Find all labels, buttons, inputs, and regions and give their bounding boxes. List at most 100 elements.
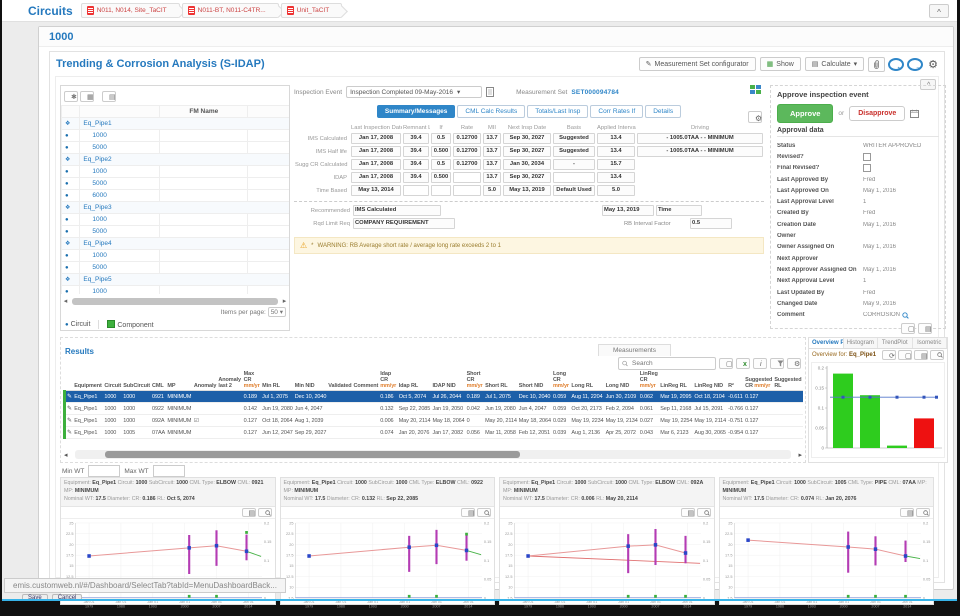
- chart-legend-button[interactable]: ▤: [900, 508, 914, 517]
- chart-legend-button[interactable]: ▤: [681, 508, 695, 517]
- chart-legend-button[interactable]: ▤: [242, 508, 256, 517]
- breadcrumb-tab-0[interactable]: N011, N014, Site_TaCIT: [81, 3, 180, 18]
- results-col-header[interactable]: LinReg RL: [659, 370, 693, 391]
- tree-circuit-number[interactable]: 5000: [80, 226, 160, 238]
- measurement-set-configurator-button[interactable]: ✎ Measurement Set configurator: [639, 57, 756, 71]
- tree-row[interactable]: ●5000: [62, 178, 290, 190]
- tree-circuit-number[interactable]: 1000: [80, 250, 160, 262]
- next-button[interactable]: →: [907, 58, 923, 71]
- results-row[interactable]: ✎Eq_Pipe1100010000921MINIMUM0.189Jul 1, …: [65, 391, 804, 403]
- tree-circuit-number[interactable]: 5000: [80, 262, 160, 274]
- tree-h-scrollbar[interactable]: ◂ ▸: [61, 296, 289, 306]
- chart-zoom-button[interactable]: [916, 508, 930, 517]
- scroll-left-icon[interactable]: ◂: [61, 297, 70, 305]
- chart-legend-button[interactable]: ▤: [461, 508, 475, 517]
- measurement-app-icon[interactable]: [750, 85, 762, 97]
- inspection-event-select[interactable]: Inspection Completed 09-May-2016 ▾: [346, 86, 482, 98]
- chart-zoom-button[interactable]: [697, 508, 711, 517]
- tree-row[interactable]: ●5000: [62, 226, 290, 238]
- tab-measurements[interactable]: Measurements: [598, 344, 671, 356]
- results-col-header[interactable]: Circuit: [103, 370, 122, 391]
- measurement-point[interactable]: [684, 551, 687, 555]
- scroll-thumb[interactable]: [105, 451, 520, 458]
- measurement-point[interactable]: [307, 554, 310, 558]
- collapse-top-button[interactable]: ^: [929, 4, 949, 18]
- filter-button[interactable]: [770, 358, 784, 369]
- window-view-button[interactable]: ▢: [901, 323, 915, 334]
- tree-circuit-number[interactable]: 6000: [80, 190, 160, 202]
- results-row[interactable]: ✎Eq_Pipe110001000092AMINIMUM☑0.127Oct 18…: [65, 415, 804, 427]
- results-col-header[interactable]: CML: [151, 370, 166, 391]
- items-per-page-select[interactable]: 50 ▾: [268, 307, 286, 317]
- approve-button[interactable]: Approve: [777, 104, 833, 123]
- tree-circuit-number[interactable]: 5000: [80, 142, 160, 154]
- disapprove-button[interactable]: Disapprove: [849, 106, 905, 121]
- tree-circuit-number[interactable]: 1000: [80, 130, 160, 142]
- chart-zoom-button[interactable]: [477, 508, 491, 517]
- settings-gear-button[interactable]: ⚙: [928, 58, 938, 71]
- scroll-left-icon[interactable]: ◂: [64, 451, 68, 459]
- measurement-point[interactable]: [526, 554, 529, 558]
- measurement-point[interactable]: [626, 544, 629, 548]
- results-col-header[interactable]: Long NID: [605, 370, 639, 391]
- tab-summary-messages[interactable]: Summary/Messages: [377, 105, 456, 118]
- tree-circuit-number[interactable]: 5000: [80, 178, 160, 190]
- export-excel-button[interactable]: x: [736, 358, 750, 369]
- measurement-point[interactable]: [873, 547, 876, 551]
- refresh-button[interactable]: ⟳: [882, 350, 896, 360]
- results-col-header[interactable]: MP: [166, 370, 193, 391]
- tree-row[interactable]: ●1000: [62, 250, 290, 262]
- measurement-set-link[interactable]: SET000094784: [571, 89, 619, 96]
- tab-cml-calc-results[interactable]: CML Calc Results: [457, 105, 525, 118]
- results-col-header[interactable]: Max CR mm/yr: [243, 370, 261, 391]
- tree-group-row[interactable]: ❖Eq_Pipe3: [62, 202, 290, 214]
- checkbox[interactable]: [863, 164, 871, 172]
- tree-row[interactable]: ●6000: [62, 190, 290, 202]
- document-icon[interactable]: [486, 87, 494, 97]
- magnifier-icon[interactable]: [902, 312, 909, 319]
- measurement-point[interactable]: [654, 543, 657, 547]
- tree-group-row[interactable]: ❖Eq_Pipe5: [62, 274, 290, 286]
- results-col-header[interactable]: SubCircuit: [122, 370, 151, 391]
- results-col-header[interactable]: Anomaly last 2: [217, 370, 242, 391]
- measurement-point[interactable]: [903, 554, 906, 558]
- tree-row[interactable]: ●5000: [62, 142, 290, 154]
- results-col-header[interactable]: LinReg CR mm/yr: [639, 370, 660, 391]
- tab-corr-rates-if[interactable]: Corr Rates If: [590, 105, 643, 118]
- results-col-header[interactable]: Validated: [327, 370, 352, 391]
- results-col-header[interactable]: Min NID: [294, 370, 328, 391]
- tree-row[interactable]: ●5000: [62, 262, 290, 274]
- legend-button[interactable]: ▤: [914, 350, 928, 360]
- results-col-header[interactable]: Comment: [353, 370, 380, 391]
- tree-circuit-number[interactable]: 1000: [80, 166, 160, 178]
- breadcrumb-tab-2[interactable]: Unit_TaCIT: [281, 3, 343, 18]
- calculate-button[interactable]: ▤ Calculate ▾: [805, 57, 864, 71]
- measurement-point[interactable]: [434, 543, 437, 547]
- view-asterisk-button[interactable]: ✱: [64, 91, 78, 102]
- results-col-header[interactable]: Min RL: [261, 370, 294, 391]
- tree-row[interactable]: ●1000: [62, 166, 290, 178]
- calendar-icon[interactable]: [910, 109, 919, 118]
- scroll-thumb[interactable]: [72, 298, 278, 305]
- edit-row-icon[interactable]: ✎: [65, 415, 74, 427]
- tree-row[interactable]: ●1000: [62, 214, 290, 226]
- results-col-header[interactable]: Idap CR mm/yr: [379, 370, 397, 391]
- results-row[interactable]: ✎Eq_Pipe11000100507AAMINIMUM0.127Jun 12,…: [65, 427, 804, 439]
- results-col-header[interactable]: LinReg NID: [693, 370, 727, 391]
- bar-07AA[interactable]: [914, 418, 934, 448]
- measurement-point[interactable]: [464, 548, 467, 552]
- results-col-header[interactable]: Long CR mm/yr: [552, 370, 570, 391]
- grid-settings-button[interactable]: ⚙: [748, 111, 762, 123]
- previous-button[interactable]: ←: [888, 58, 904, 71]
- results-row[interactable]: ✎Eq_Pipe1100010000922MINIMUM0.142Jun 19,…: [65, 403, 804, 415]
- overview-tab-histogram[interactable]: Histogram: [844, 338, 879, 348]
- tab-totals-last-insp[interactable]: Totals/Last Insp: [527, 105, 588, 118]
- bar-092A[interactable]: [887, 446, 907, 448]
- view-grid-button[interactable]: ▦: [80, 91, 94, 102]
- measurement-point[interactable]: [87, 554, 90, 558]
- checkbox[interactable]: [863, 153, 871, 161]
- list-view-button[interactable]: ▤: [918, 323, 932, 334]
- min-wt-input[interactable]: [88, 465, 120, 477]
- results-h-scrollbar[interactable]: [75, 450, 791, 459]
- maximize-button[interactable]: ▢: [898, 350, 912, 360]
